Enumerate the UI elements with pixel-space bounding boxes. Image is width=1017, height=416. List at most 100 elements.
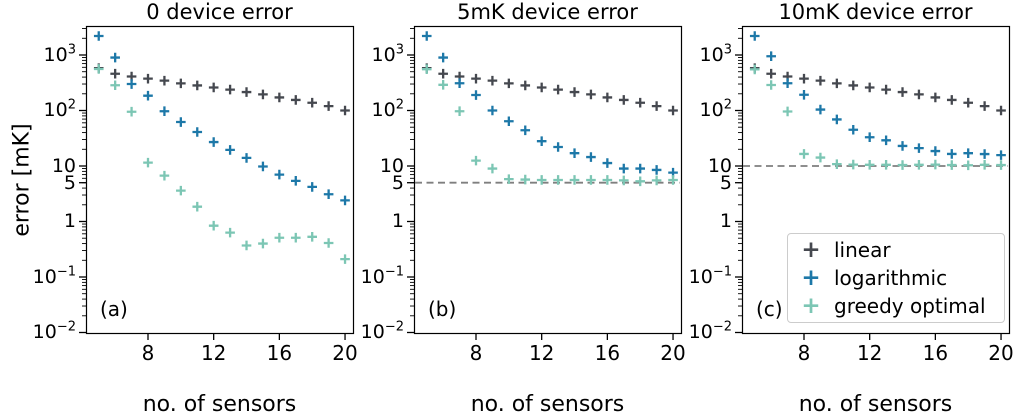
- data-point-marker: [340, 195, 350, 206]
- data-point-marker: [897, 141, 908, 151]
- data-point-marker: [586, 89, 596, 100]
- data-point-marker: [536, 82, 547, 93]
- data-point-marker: [881, 135, 891, 146]
- data-point-marker: [586, 175, 596, 185]
- x-tick-label: 20: [988, 341, 1014, 365]
- data-point-marker: [421, 31, 432, 41]
- y-tick-label: 102: [371, 98, 404, 122]
- data-point-marker: [520, 125, 531, 136]
- data-point-marker: [979, 160, 990, 170]
- data-point-marker: [749, 64, 760, 75]
- data-point-marker: [553, 84, 563, 95]
- series-logarithmic: [421, 31, 678, 178]
- data-point-marker: [504, 78, 514, 89]
- data-point-marker: [536, 175, 547, 185]
- series-logarithmic: [93, 31, 350, 206]
- data-point-marker: [946, 149, 957, 159]
- data-point-marker: [438, 68, 448, 79]
- y-tick-label: 10−2: [360, 320, 404, 344]
- x-tick-label: 8: [141, 341, 155, 365]
- data-point-marker: [520, 174, 531, 185]
- data-point-marker: [192, 201, 203, 212]
- data-point-marker: [602, 92, 613, 103]
- panel-a-xaxis-label: no. of sensors: [142, 392, 297, 416]
- data-point-marker: [176, 185, 186, 196]
- data-point-marker: [635, 97, 645, 108]
- legend-entry-greedy-optimal: + greedy optimal: [788, 292, 1004, 320]
- data-point-marker: [749, 31, 760, 41]
- data-point-marker: [323, 238, 334, 248]
- y-tick-label: 1: [391, 210, 404, 233]
- x-tick-label: 8: [469, 341, 483, 365]
- data-point-marker: [946, 160, 957, 170]
- y-tick-label: 1: [63, 210, 76, 233]
- data-point-marker: [307, 232, 317, 242]
- data-point-marker: [241, 87, 252, 97]
- data-point-marker: [241, 240, 252, 251]
- data-point-marker: [192, 127, 203, 137]
- data-point-marker: [963, 97, 973, 108]
- data-point-marker: [618, 95, 629, 105]
- data-point-marker: [930, 159, 941, 170]
- panel-a-letter: (a): [100, 297, 128, 321]
- data-point-marker: [914, 89, 924, 100]
- data-point-marker: [815, 152, 826, 163]
- y-tick-label: 102: [699, 98, 732, 122]
- data-point-marker: [881, 160, 891, 170]
- data-point-marker: [176, 78, 186, 89]
- data-point-marker: [569, 87, 580, 97]
- y-tick-label: 10−2: [688, 320, 732, 344]
- data-point-marker: [225, 145, 235, 155]
- data-point-marker: [651, 165, 662, 175]
- legend-label-logarithmic: logarithmic: [834, 266, 948, 290]
- data-point-marker: [487, 105, 498, 116]
- plot-box: [413, 25, 683, 335]
- data-point-marker: [307, 182, 317, 192]
- data-point-marker: [864, 160, 875, 170]
- data-point-marker: [799, 89, 809, 100]
- data-point-marker: [520, 80, 531, 91]
- data-point-marker: [963, 160, 973, 171]
- y-tick-label: 5: [391, 171, 404, 194]
- data-point-marker: [618, 163, 629, 174]
- data-point-marker: [553, 142, 563, 152]
- panel-b-xaxis-label: no. of sensors: [470, 392, 625, 416]
- data-point-marker: [832, 159, 842, 169]
- data-point-marker: [110, 80, 120, 91]
- data-point-marker: [569, 175, 580, 185]
- x-tick-label: 12: [200, 341, 227, 365]
- y-tick-label: 10: [707, 154, 732, 177]
- data-point-marker: [208, 82, 219, 93]
- data-point-marker: [471, 155, 481, 166]
- legend-label-greedy-optimal: greedy optimal: [834, 294, 986, 318]
- data-point-marker: [454, 106, 465, 117]
- data-point-marker: [487, 75, 498, 86]
- data-point-marker: [569, 148, 580, 159]
- data-point-marker: [471, 73, 481, 84]
- data-point-marker: [602, 175, 613, 185]
- data-point-marker: [290, 232, 301, 243]
- data-point-marker: [930, 146, 941, 156]
- data-point-marker: [159, 106, 170, 117]
- data-point-marker: [782, 106, 793, 117]
- plus-marker-icon: +: [801, 237, 821, 263]
- data-point-marker: [799, 149, 809, 159]
- data-point-marker: [438, 52, 448, 63]
- data-point-marker: [290, 95, 301, 105]
- data-point-marker: [815, 75, 826, 86]
- data-point-marker: [274, 92, 285, 103]
- legend-entry-logarithmic: + logarithmic: [788, 264, 1004, 292]
- data-point-marker: [274, 232, 285, 243]
- data-point-marker: [258, 89, 268, 100]
- y-tick-label: 5: [63, 171, 76, 194]
- x-tick-label: 16: [922, 341, 949, 365]
- legend-label-linear: linear: [834, 238, 891, 262]
- panel-c-xaxis-label: no. of sensors: [798, 392, 953, 416]
- y-tick-label: 5: [719, 171, 732, 194]
- data-point-marker: [225, 227, 235, 238]
- data-point-marker: [897, 87, 908, 97]
- data-point-marker: [323, 101, 334, 111]
- data-point-marker: [848, 159, 859, 170]
- data-point-marker: [815, 104, 826, 115]
